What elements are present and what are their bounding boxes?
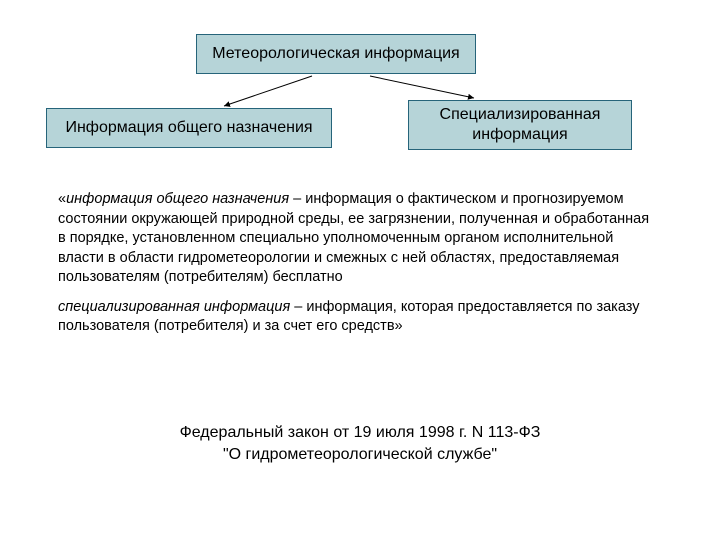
- term-general: информация общего назначения: [66, 191, 289, 207]
- definitions-block: «информация общего назначения – информац…: [58, 190, 658, 347]
- citation-line-1: Федеральный закон от 19 июля 1998 г. N 1…: [0, 422, 720, 444]
- citation-line-2: "О гидрометеорологической службе": [0, 444, 720, 466]
- node-root-label: Метеорологическая информация: [212, 44, 459, 64]
- node-right-label: Специализированная информация: [417, 105, 623, 145]
- node-root: Метеорологическая информация: [196, 34, 476, 74]
- node-left-label: Информация общего назначения: [65, 118, 312, 138]
- node-left-child: Информация общего назначения: [46, 108, 332, 148]
- node-right-child: Специализированная информация: [408, 100, 632, 150]
- edge-root-to-right: [370, 76, 474, 98]
- term-specialized: специализированная информация: [58, 299, 290, 315]
- definition-general: «информация общего назначения – информац…: [58, 190, 658, 288]
- definition-specialized: специализированная информация – информац…: [58, 298, 658, 337]
- open-quote: «: [58, 191, 66, 207]
- slide: Метеорологическая информация Информация …: [0, 0, 720, 540]
- edge-root-to-left: [224, 76, 312, 106]
